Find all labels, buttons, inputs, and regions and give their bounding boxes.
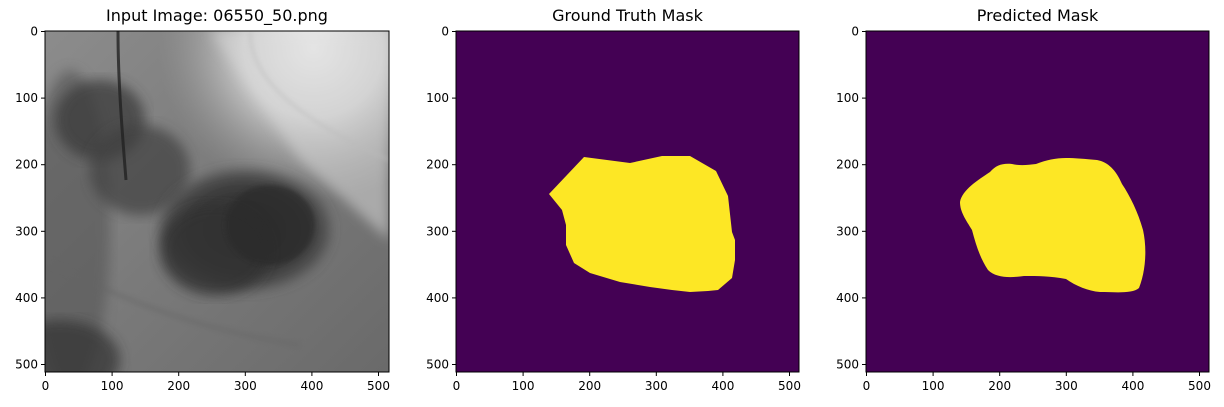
input-y-tick-label: 500 (15, 358, 38, 372)
input-y-tick-label: 400 (15, 291, 38, 305)
predicted-y-tick-label: 500 (836, 358, 859, 372)
predicted-x-tick-label: 400 (1121, 379, 1144, 393)
input-y-tick-label: 0 (30, 25, 38, 39)
predicted-x-tick-label: 200 (988, 379, 1011, 393)
ground-truth-x-tick-label: 500 (778, 379, 801, 393)
predicted-x-tick-label: 0 (863, 379, 871, 393)
input-x-tick-label: 0 (42, 379, 50, 393)
predicted-x-tick-label: 500 (1188, 379, 1211, 393)
input-x-tick-label: 100 (101, 379, 124, 393)
predicted-y-tick-label: 400 (836, 291, 859, 305)
input-x-tick-label: 400 (300, 379, 323, 393)
input-x-tick-label: 200 (167, 379, 190, 393)
predicted-y-tick-label: 300 (836, 224, 859, 238)
ground-truth-y-tick-label: 300 (426, 224, 449, 238)
ground-truth-y-tick-label: 200 (426, 158, 449, 172)
input-y-tick-label: 300 (15, 224, 38, 238)
ground-truth-y-tick-label: 0 (441, 25, 449, 39)
input-y-tick-label: 100 (15, 91, 38, 105)
input-image (0, 31, 389, 400)
input-y-tick-label: 200 (15, 158, 38, 172)
ground-truth-x-tick-label: 100 (512, 379, 535, 393)
predicted-y-tick-label: 100 (836, 91, 859, 105)
ground-truth-y-tick-label: 400 (426, 291, 449, 305)
ground-truth-y-tick-label: 500 (426, 358, 449, 372)
ground-truth-x-tick-label: 400 (711, 379, 734, 393)
input-x-tick-label: 500 (367, 379, 390, 393)
predicted-y-tick-label: 200 (836, 158, 859, 172)
ground-truth-y-tick-label: 100 (426, 91, 449, 105)
input-x-tick-label: 300 (234, 379, 257, 393)
ground-truth-x-tick-label: 0 (453, 379, 461, 393)
ground-truth-x-tick-label: 300 (645, 379, 668, 393)
ground-truth-x-tick-label: 200 (578, 379, 601, 393)
predicted-y-tick-label: 0 (851, 25, 859, 39)
predicted-x-tick-label: 300 (1055, 379, 1078, 393)
predicted-x-tick-label: 100 (922, 379, 945, 393)
